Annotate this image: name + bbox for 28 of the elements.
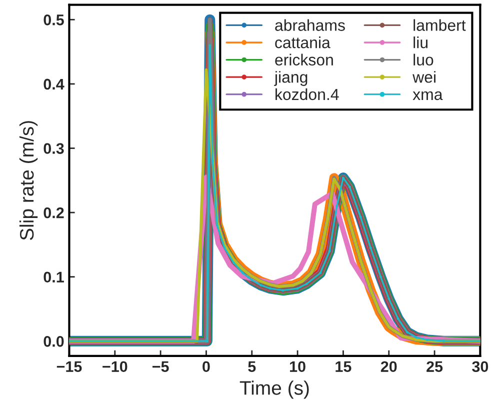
- x-tick-label: 15: [336, 361, 352, 372]
- x-tick-label: −10: [102, 361, 128, 372]
- x-tick-label: 30: [472, 361, 488, 372]
- legend-label: jiang: [274, 71, 308, 86]
- x-tick-label: 25: [426, 361, 443, 372]
- x-tick-label: 0: [202, 361, 210, 372]
- legend-label: liu: [414, 36, 428, 48]
- legend-label: abrahams: [275, 19, 345, 31]
- x-tick-label: −15: [56, 361, 82, 372]
- legend-label: erickson: [275, 54, 333, 66]
- legend-label: kozdon.4: [276, 88, 339, 100]
- y-axis-title: Slip rate (m/s): [19, 121, 38, 240]
- legend-label: lambert: [414, 19, 466, 31]
- y-tick-label: 0.4: [44, 78, 64, 90]
- y-tick-label: 0.1: [44, 272, 64, 283]
- x-axis-title: Time (s): [240, 380, 309, 399]
- y-tick-label: 0.2: [44, 207, 64, 218]
- legend-label: luo: [414, 54, 434, 66]
- y-tick-label: 0.0: [44, 336, 64, 347]
- y-tick-label: 0.3: [44, 143, 64, 154]
- x-tick-label: 20: [380, 361, 397, 372]
- y-tick-label: 0.5: [44, 14, 64, 26]
- x-tick-label: −5: [152, 361, 169, 372]
- legend-label: cattania: [275, 36, 330, 48]
- legend-label: xma: [412, 91, 443, 100]
- x-tick-label: 5: [248, 361, 256, 372]
- legend-label: wei: [412, 71, 436, 83]
- x-tick-label: 10: [290, 361, 306, 372]
